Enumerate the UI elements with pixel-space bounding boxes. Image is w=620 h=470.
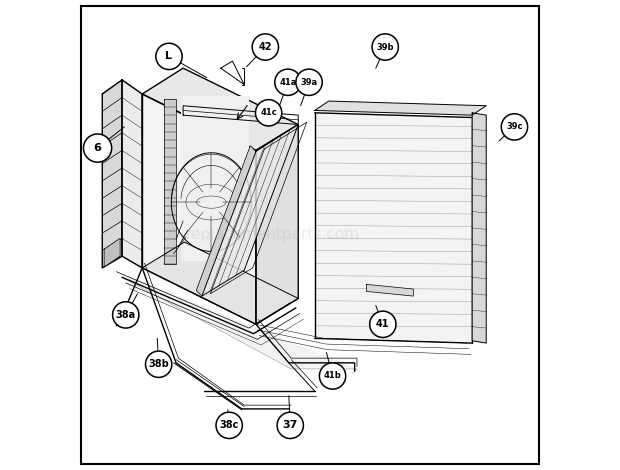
Polygon shape [142, 94, 256, 324]
Text: 37: 37 [283, 420, 298, 431]
Polygon shape [104, 238, 120, 267]
Text: 38a: 38a [116, 310, 136, 320]
Circle shape [156, 43, 182, 70]
Circle shape [277, 412, 303, 439]
Text: 41c: 41c [260, 108, 277, 118]
Circle shape [146, 351, 172, 377]
Text: 41b: 41b [324, 371, 342, 381]
Circle shape [252, 34, 278, 60]
Text: 39a: 39a [301, 78, 317, 87]
Circle shape [372, 34, 399, 60]
Polygon shape [164, 99, 176, 264]
Circle shape [255, 100, 282, 126]
Polygon shape [472, 113, 486, 343]
Text: L: L [166, 51, 172, 62]
Polygon shape [256, 125, 298, 324]
Polygon shape [197, 146, 256, 296]
Text: replacementparts.com: replacementparts.com [185, 227, 360, 243]
Polygon shape [315, 101, 486, 115]
Text: 39b: 39b [376, 42, 394, 52]
Text: 6: 6 [94, 143, 102, 153]
Circle shape [84, 134, 112, 162]
Polygon shape [315, 113, 472, 343]
Text: 41: 41 [376, 319, 389, 329]
Polygon shape [102, 80, 122, 268]
Circle shape [296, 69, 322, 95]
Text: 38b: 38b [148, 359, 169, 369]
Text: 42: 42 [259, 42, 272, 52]
Polygon shape [122, 277, 357, 369]
Polygon shape [142, 68, 298, 150]
Circle shape [216, 412, 242, 439]
Circle shape [113, 302, 139, 328]
Polygon shape [202, 125, 298, 296]
Polygon shape [122, 80, 142, 268]
Polygon shape [366, 284, 414, 296]
Text: 39c: 39c [506, 122, 523, 132]
Circle shape [370, 311, 396, 337]
Circle shape [319, 363, 346, 389]
Circle shape [502, 114, 528, 140]
Polygon shape [142, 242, 298, 324]
Polygon shape [181, 96, 249, 261]
Circle shape [275, 69, 301, 95]
Text: 41a: 41a [279, 78, 296, 87]
Text: 38c: 38c [219, 420, 239, 431]
